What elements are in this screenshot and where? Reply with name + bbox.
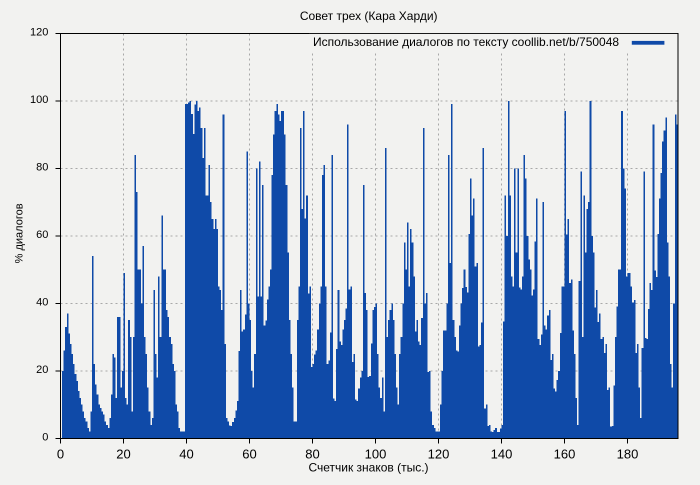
svg-text:40: 40 — [36, 297, 48, 309]
svg-text:Совет трех (Кара Харди): Совет трех (Кара Харди) — [300, 9, 438, 23]
svg-text:160: 160 — [554, 447, 576, 462]
svg-text:180: 180 — [617, 447, 639, 462]
svg-text:60: 60 — [36, 229, 48, 241]
svg-text:100: 100 — [30, 94, 48, 106]
svg-text:120: 120 — [30, 27, 48, 39]
svg-text:0: 0 — [42, 432, 48, 444]
svg-text:60: 60 — [242, 447, 256, 462]
svg-text:0: 0 — [57, 447, 64, 462]
svg-text:120: 120 — [428, 447, 450, 462]
svg-text:40: 40 — [179, 447, 193, 462]
svg-text:% диалогов: % диалогов — [14, 203, 26, 263]
svg-text:Счетчик знаков (тыс.): Счетчик знаков (тыс.) — [308, 460, 428, 474]
svg-text:80: 80 — [36, 162, 48, 174]
svg-text:100: 100 — [365, 447, 387, 462]
svg-text:Использование диалогов по текс: Использование диалогов по тексту coollib… — [313, 35, 619, 49]
svg-text:80: 80 — [305, 447, 319, 462]
svg-text:140: 140 — [491, 447, 513, 462]
svg-text:20: 20 — [36, 364, 48, 376]
svg-text:20: 20 — [116, 447, 130, 462]
